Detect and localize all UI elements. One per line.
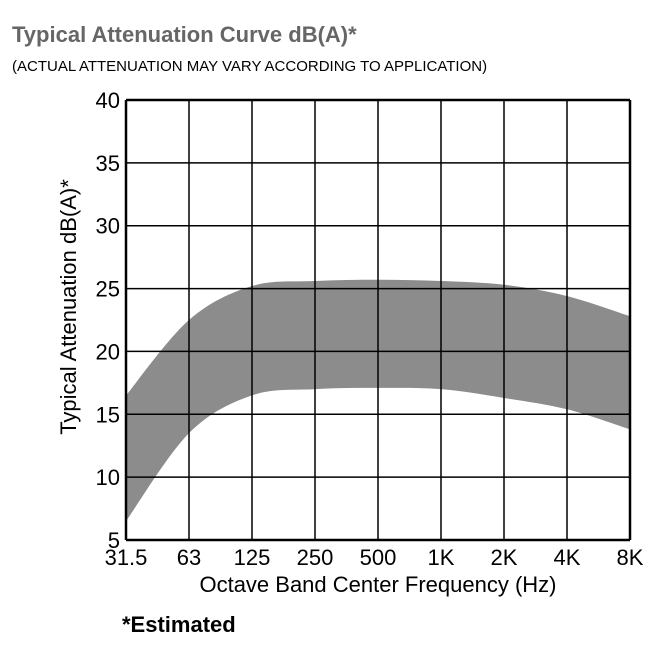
x-tick-label: 125 xyxy=(234,545,271,570)
x-tick-label: 250 xyxy=(297,545,334,570)
chart-subtitle: (ACTUAL ATTENUATION MAY VARY ACCORDING T… xyxy=(12,58,488,75)
y-tick-label: 40 xyxy=(96,88,120,113)
x-tick-label: 4K xyxy=(554,545,581,570)
y-tick-label: 20 xyxy=(96,339,120,364)
x-axis-label: Octave Band Center Frequency (Hz) xyxy=(199,572,556,597)
x-tick-label: 2K xyxy=(491,545,518,570)
chart-title: Typical Attenuation Curve dB(A)* xyxy=(12,22,357,47)
y-axis-label: Typical Attenuation dB(A)* xyxy=(56,179,81,435)
y-tick-label: 5 xyxy=(108,528,120,553)
x-tick-label: 1K xyxy=(428,545,455,570)
y-tick-label: 30 xyxy=(96,214,120,239)
y-tick-label: 15 xyxy=(96,402,120,427)
y-tick-label: 35 xyxy=(96,151,120,176)
x-tick-label: 8K xyxy=(617,545,644,570)
y-tick-label: 25 xyxy=(96,277,120,302)
x-tick-label: 500 xyxy=(360,545,397,570)
x-tick-label: 63 xyxy=(177,545,201,570)
footnote: *Estimated xyxy=(122,612,236,637)
x-tick-label: 31.5 xyxy=(105,545,148,570)
y-tick-label: 10 xyxy=(96,465,120,490)
